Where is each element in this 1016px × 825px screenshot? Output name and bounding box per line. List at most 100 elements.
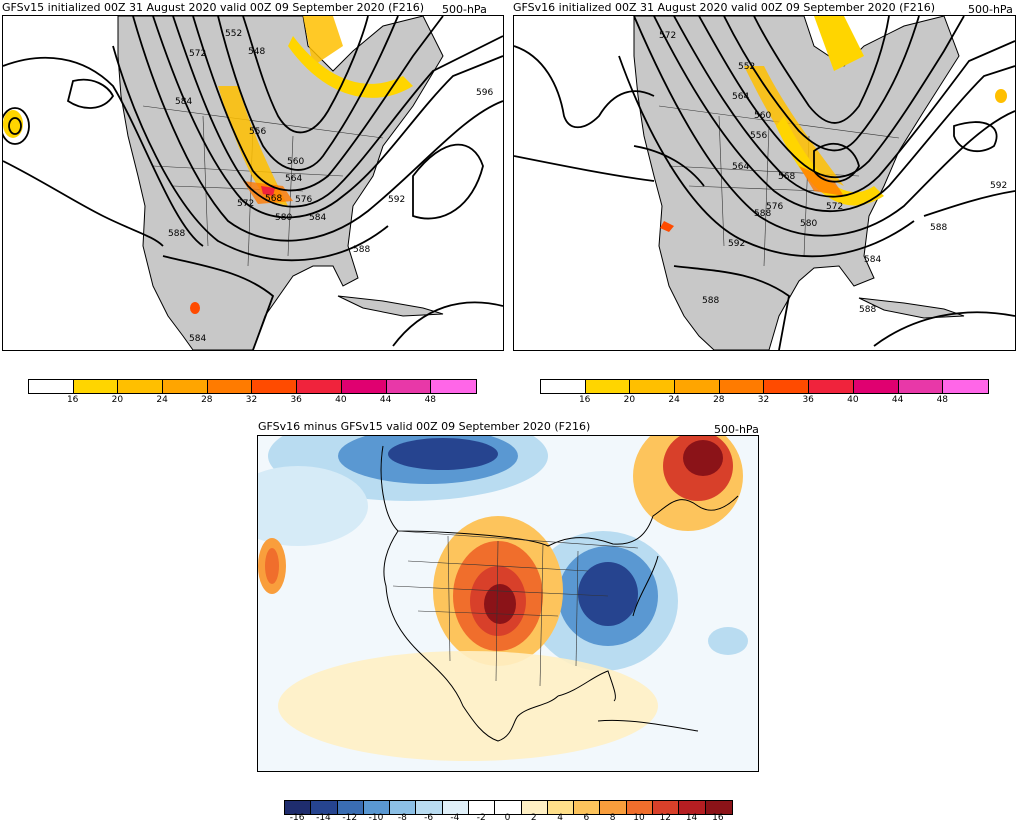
right-colorbar-ticks: 16 20 24 28 32 36 40 44 48: [540, 395, 987, 407]
left-panel-level: 500-hPa: [442, 3, 487, 16]
contour-label: 560: [754, 111, 771, 121]
colorbar-segment: [574, 801, 601, 814]
colorbar-tick-label: 16: [578, 395, 591, 405]
left-map: 552 548 572 584 556 560 564 568 572 576 …: [3, 16, 503, 350]
colorbar-segment: [337, 801, 364, 814]
contour-label: 564: [285, 174, 302, 184]
colorbar-tick-label: 12: [659, 813, 671, 823]
contour-label: 584: [309, 213, 326, 223]
political-boundaries: [142, 105, 384, 267]
colorbar-segment: [118, 380, 164, 393]
contour-label: 564: [732, 162, 749, 172]
north-america-land: [633, 16, 960, 350]
contour-label: 552: [738, 62, 755, 72]
colorbar-segment: [390, 801, 417, 814]
right-map: 572 552 564 560 556 564 568 576 572 580 …: [514, 16, 1015, 350]
contour-label: 568: [265, 194, 282, 204]
right-map-panel: 572 552 564 560 556 564 568 576 572 580 …: [513, 15, 1016, 351]
colorbar-segment: [630, 380, 676, 393]
contour-label: 592: [728, 239, 745, 249]
colorbar-tick-label: 48: [936, 395, 949, 405]
coastlines: [380, 445, 739, 742]
political-boundaries: [392, 530, 639, 687]
contour-label: 576: [295, 195, 312, 205]
contour-labels: 552 548 572 584 556 560 564 568 572 576 …: [168, 29, 493, 344]
right-panel-title: GFSv16 initialized 00Z 31 August 2020 va…: [513, 1, 936, 14]
contour-label: 572: [237, 199, 254, 209]
contour-label: 572: [189, 49, 206, 59]
colorbar-segment: [252, 380, 298, 393]
colorbar-segment: [363, 801, 391, 814]
colorbar-tick-label: 40: [335, 395, 347, 405]
contour-label: 560: [287, 157, 304, 167]
colorbar-tick-label: -6: [424, 813, 434, 823]
contour-label: 564: [732, 92, 749, 102]
contour-label: 588: [859, 305, 876, 315]
cuba-land: [337, 295, 444, 317]
contour-label: 592: [388, 195, 405, 205]
colorbar-segment: [521, 801, 548, 814]
colorbar-tick-label: -2: [476, 813, 486, 823]
left-map-panel: 552 548 572 584 556 560 564 568 572 576 …: [2, 15, 504, 351]
colorbar-tick-label: 20: [623, 395, 636, 405]
colorbar-tick-label: 32: [245, 395, 258, 405]
colorbar-segment: [600, 801, 627, 814]
colorbar-tick-label: 36: [290, 395, 302, 405]
colorbar-tick-label: 2: [530, 813, 537, 823]
colorbar-tick-label: 32: [757, 395, 770, 405]
colorbar-tick-label: 16: [712, 813, 724, 823]
diff-map: [258, 436, 758, 771]
contour-label: 592: [990, 181, 1007, 191]
contour-label: 576: [766, 202, 783, 212]
left-colorbar-ticks: 16 20 24 28 32 36 40 44 48: [28, 395, 475, 407]
diff-map-panel: [257, 435, 759, 772]
contour-label: 588: [930, 223, 947, 233]
height-contours: [514, 16, 1015, 350]
colorbar-segment: [163, 380, 208, 393]
colorbar-tick-label: 24: [668, 395, 680, 405]
diff-panel-level: 500-hPa: [714, 423, 759, 436]
contour-label: 568: [778, 172, 795, 182]
colorbar-segment: [495, 801, 522, 814]
colorbar-segment: [809, 380, 854, 393]
contour-label: 572: [826, 202, 843, 212]
colorbar-segment: [468, 801, 496, 814]
contour-label: 584: [175, 97, 192, 107]
colorbar-tick-label: 28: [201, 395, 213, 405]
colorbar-tick-label: 44: [379, 395, 392, 405]
contour-label: 588: [168, 229, 185, 239]
contour-label: 588: [754, 209, 771, 219]
colorbar-tick-label: -4: [450, 813, 460, 823]
colorbar-tick-label: -12: [342, 813, 358, 823]
colorbar-segment: [626, 801, 653, 814]
colorbar-tick-label: -16: [289, 813, 305, 823]
colorbar-segment: [679, 801, 706, 814]
colorbar-segment: [207, 380, 253, 393]
colorbar-tick-label: -14: [316, 813, 331, 823]
colorbar-segment: [943, 380, 988, 393]
diff-colorbar-ticks: -16 -14 -12 -10 -8 -6 -4 -2 0 2 4 6 8 10 12 14 16: [284, 813, 731, 825]
colorbar-segment: [297, 380, 342, 393]
contour-label: 584: [864, 255, 881, 265]
height-contours: [3, 16, 503, 350]
colorbar-segment: [853, 380, 899, 393]
colorbar-tick-label: 4: [557, 813, 563, 823]
colorbar-segment: [29, 380, 74, 393]
contour-label: 548: [248, 47, 265, 57]
colorbar-tick-label: 40: [847, 395, 859, 405]
colorbar-segment: [719, 380, 765, 393]
colorbar-segment: [442, 801, 469, 814]
colorbar-tick-label: 6: [583, 813, 590, 823]
colorbar-tick-label: -8: [397, 813, 407, 823]
colorbar-segment: [764, 380, 810, 393]
wind-speed-shading: [3, 16, 413, 314]
cuba-land: [858, 297, 965, 319]
colorbar-tick-label: 14: [685, 813, 698, 823]
colorbar-tick-label: 24: [156, 395, 168, 405]
colorbar-segment: [311, 801, 338, 814]
contour-label: 572: [659, 31, 676, 41]
colorbar-segment: [652, 801, 680, 814]
contour-label: 556: [249, 127, 266, 137]
contour-label: 596: [476, 88, 493, 98]
colorbar-segment: [73, 380, 119, 393]
